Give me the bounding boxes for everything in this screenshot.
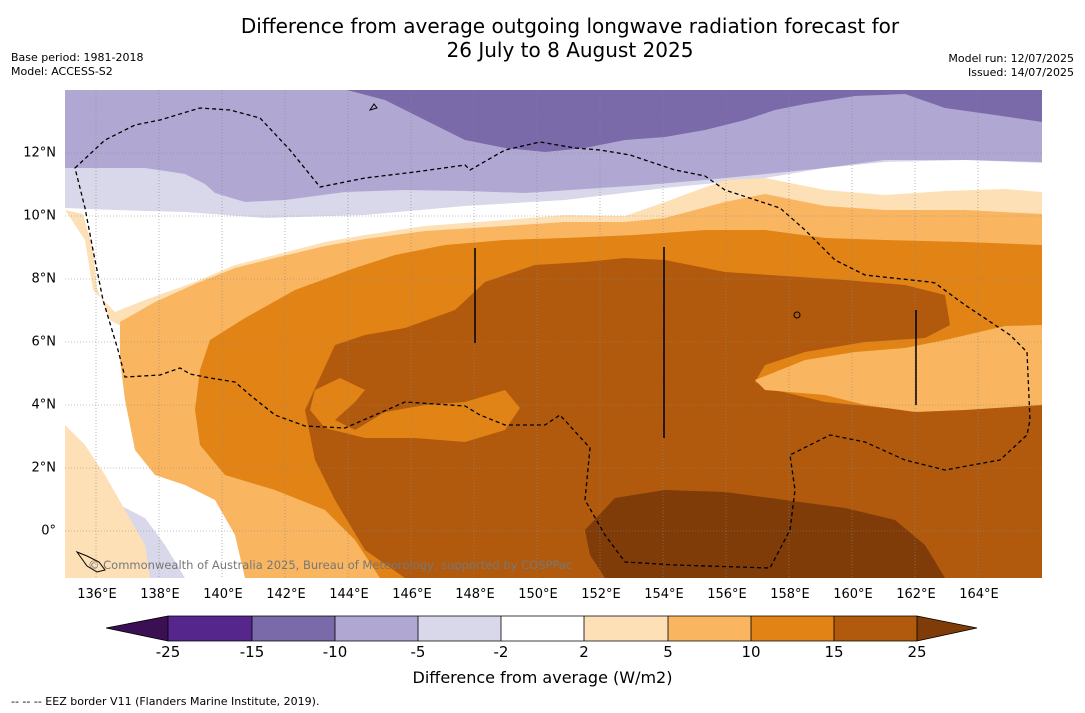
y-tick: 6°N	[31, 334, 57, 350]
x-tick: 162°E	[896, 587, 936, 602]
x-tick: 160°E	[833, 587, 873, 602]
band-plus5-east	[755, 325, 1042, 412]
colorbar-label: 5	[663, 643, 673, 661]
x-tick: 138°E	[140, 587, 180, 602]
colorbar-label: -10	[322, 643, 348, 661]
colorbar-swatch	[584, 616, 668, 641]
run-info: Model run: 12/07/2025 Issued: 14/07/2025	[948, 52, 1074, 80]
y-tick: 4°N	[31, 397, 57, 413]
colorbar-label: -2	[493, 643, 509, 661]
band-plus25	[585, 490, 945, 578]
eez-border	[74, 107, 1031, 569]
issued-date: Issued: 14/07/2025	[967, 66, 1074, 79]
map-title: Difference from average outgoing longwav…	[0, 14, 1085, 62]
colorbar-label: 10	[741, 643, 761, 661]
band-minus15	[347, 90, 1042, 152]
x-tick: 150°E	[518, 587, 558, 602]
colorbar-label: 2	[579, 643, 589, 661]
x-tick: 136°E	[77, 587, 117, 602]
y-tick: 2°N	[31, 460, 57, 476]
graticule	[65, 90, 1042, 578]
model-info: Base period: 1981-2018 Model: ACCESS-S2	[11, 51, 143, 79]
x-tick: 144°E	[329, 587, 369, 602]
colorbar-over-arrow	[917, 616, 977, 641]
colorbar-swatch	[418, 616, 501, 641]
island-marks	[75, 103, 917, 573]
colorbar	[106, 615, 978, 642]
colorbar-label: -5	[410, 643, 426, 661]
model-run: Model run: 12/07/2025	[948, 52, 1074, 65]
base-period: Base period: 1981-2018	[11, 51, 144, 64]
x-tick: 142°E	[266, 587, 306, 602]
x-tick: 158°E	[770, 587, 810, 602]
x-tick: 148°E	[455, 587, 495, 602]
eez-footnote: -- -- -- EEZ border V11 (Flanders Marine…	[11, 695, 320, 708]
x-tick: 154°E	[644, 587, 684, 602]
band-plus10-inner	[310, 378, 520, 442]
anomaly-map	[65, 90, 1042, 578]
colorbar-swatch	[252, 616, 335, 641]
colorbar-swatch	[751, 616, 834, 641]
colorbar-label: -15	[239, 643, 265, 661]
colorbar-under-arrow	[106, 616, 168, 641]
x-tick: 164°E	[959, 587, 999, 602]
colorbar-label: 25	[907, 643, 927, 661]
x-tick: 140°E	[203, 587, 243, 602]
y-tick: 12°N	[23, 145, 56, 161]
y-tick: 0°	[41, 523, 56, 539]
x-tick: 152°E	[581, 587, 621, 602]
colorbar-swatch	[501, 616, 584, 641]
colorbar-label: -25	[155, 643, 181, 661]
copyright-notice: © Commonwealth of Australia 2025, Bureau…	[88, 558, 573, 572]
x-tick: 156°E	[707, 587, 747, 602]
colorbar-swatch	[335, 616, 418, 641]
title-line-2: 26 July to 8 August 2025	[446, 38, 694, 62]
colorbar-label: 15	[824, 643, 844, 661]
model-name: Model: ACCESS-S2	[11, 65, 113, 78]
band-plus15-inner	[335, 338, 415, 375]
colorbar-swatch	[168, 616, 252, 641]
colorbar-title: Difference from average (W/m2)	[412, 668, 673, 687]
x-tick: 146°E	[392, 587, 432, 602]
colorbar-swatch	[834, 616, 917, 641]
title-line-1: Difference from average outgoing longwav…	[240, 14, 900, 38]
y-tick: 8°N	[31, 271, 57, 287]
band-plus15	[305, 258, 1042, 578]
colorbar-swatch	[668, 616, 751, 641]
y-tick: 10°N	[23, 208, 56, 224]
